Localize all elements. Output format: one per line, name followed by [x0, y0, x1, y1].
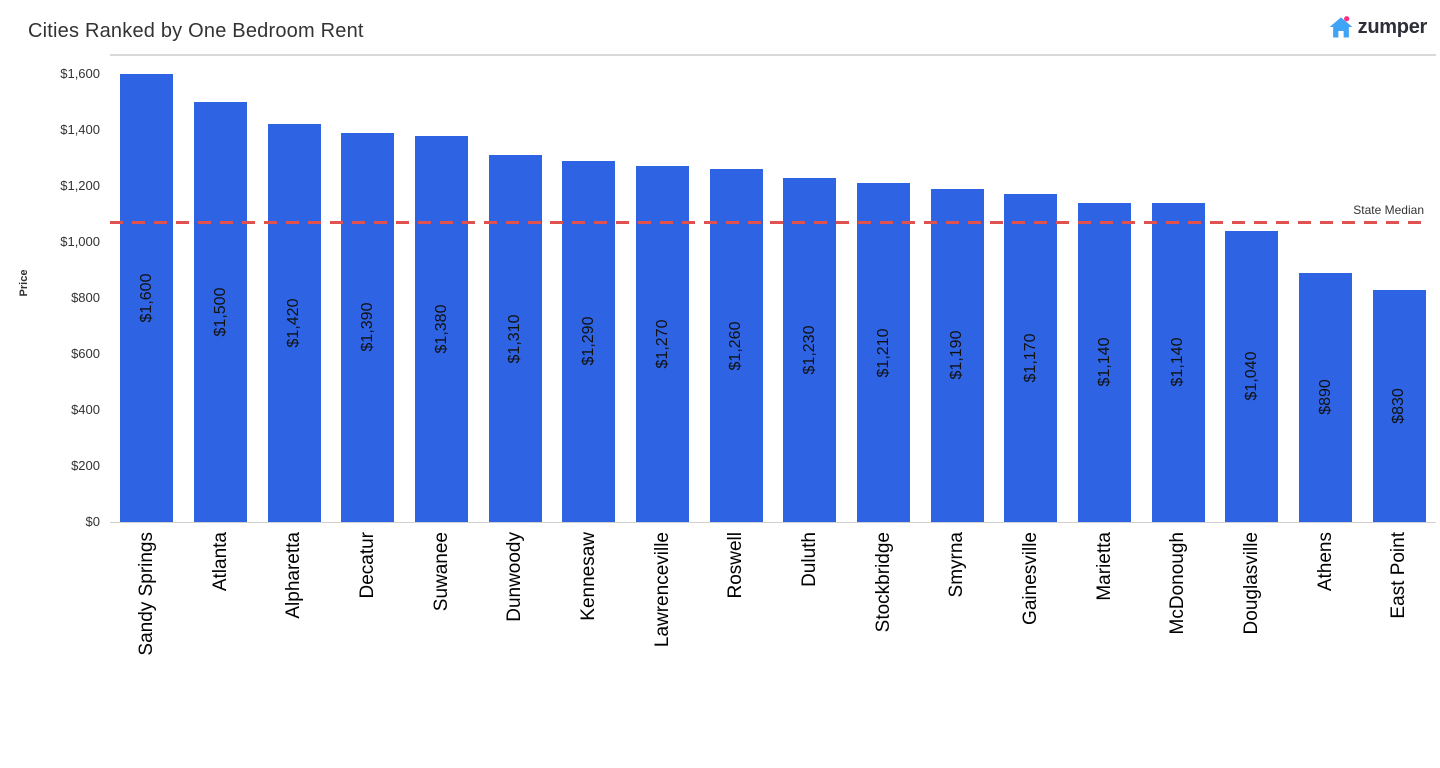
x-axis-label-lawrenceville: Lawrenceville — [651, 532, 673, 648]
bar-value-label: $1,230 — [800, 325, 818, 375]
bar-atlanta[interactable] — [194, 102, 247, 522]
bar-value-label: $1,140 — [1095, 337, 1113, 387]
state-median-line — [110, 221, 1424, 224]
x-axis-label-east-point: East Point — [1388, 532, 1410, 619]
bar-roswell[interactable] — [709, 169, 763, 522]
x-axis-label-mcdonough: McDonough — [1167, 532, 1189, 635]
bar-alpharetta[interactable] — [267, 124, 321, 522]
bar-dunwoody[interactable] — [488, 155, 542, 522]
y-tick-label: $200 — [71, 458, 100, 473]
chart-title: Cities Ranked by One Bedroom Rent — [28, 20, 364, 42]
bar-value-label: $1,380 — [432, 304, 450, 354]
bar-value-label: $1,040 — [1242, 351, 1260, 401]
bar-athens[interactable] — [1299, 272, 1352, 522]
x-axis-label-sandy-springs: Sandy Springs — [135, 532, 157, 656]
bar-marietta[interactable] — [1078, 202, 1131, 522]
header-divider — [110, 54, 1436, 56]
bar-value-label: $1,290 — [579, 316, 597, 366]
bar-stockbridge[interactable] — [857, 183, 910, 522]
bar-value-label: $1,270 — [653, 319, 671, 369]
x-axis-label-douglasville: Douglasville — [1240, 532, 1262, 635]
x-axis-label-duluth: Duluth — [798, 532, 820, 587]
bar-value-label: $1,310 — [506, 314, 524, 364]
bar-lawrenceville[interactable] — [636, 166, 689, 522]
x-axis-label-dunwoody: Dunwoody — [504, 532, 526, 622]
zumper-logo[interactable]: zumper — [1327, 13, 1427, 41]
bar-value-label: $890 — [1316, 379, 1334, 416]
bar-value-label: $1,140 — [1169, 337, 1187, 387]
bar-suwanee[interactable] — [415, 135, 468, 522]
x-axis-label-gainesville: Gainesville — [1019, 532, 1041, 625]
bar-duluth[interactable] — [783, 177, 837, 522]
y-tick-label: $1,600 — [60, 66, 100, 81]
bar-value-label: $1,210 — [874, 328, 892, 378]
zumper-logo-text: zumper — [1357, 15, 1428, 38]
bar-kennesaw[interactable] — [562, 160, 616, 522]
bar-value-label: $1,170 — [1021, 333, 1039, 383]
y-tick-label: $0 — [85, 514, 100, 529]
x-axis-label-decatur: Decatur — [356, 532, 378, 599]
y-tick-label: $1,400 — [60, 122, 100, 137]
y-tick-label: $1,200 — [60, 178, 100, 193]
x-axis-label-suwanee: Suwanee — [430, 532, 452, 612]
bar-value-label: $1,390 — [358, 302, 376, 352]
y-tick-label: $600 — [71, 346, 100, 361]
y-tick-label: $1,000 — [60, 234, 100, 249]
x-axis-label-roswell: Roswell — [725, 532, 747, 599]
x-axis-line — [110, 522, 1436, 523]
x-axis-label-athens: Athens — [1314, 532, 1336, 592]
x-axis-label-smyrna: Smyrna — [946, 532, 968, 598]
y-tick-label: $800 — [71, 290, 100, 305]
y-tick-label: $400 — [71, 402, 100, 417]
bar-sandy-springs[interactable] — [120, 74, 174, 522]
x-axis-label-kennesaw: Kennesaw — [577, 532, 599, 621]
bar-mcdonough[interactable] — [1151, 202, 1205, 522]
bar-east-point[interactable] — [1372, 289, 1426, 522]
bar-value-label: $1,500 — [211, 287, 229, 337]
x-axis-label-atlanta: Atlanta — [209, 532, 231, 592]
bar-decatur[interactable] — [341, 132, 395, 522]
bar-smyrna[interactable] — [930, 188, 984, 522]
bar-gainesville[interactable] — [1004, 194, 1058, 522]
x-axis-label-marietta: Marietta — [1093, 532, 1115, 601]
bar-value-label: $1,260 — [727, 321, 745, 371]
x-axis-label-stockbridge: Stockbridge — [872, 532, 894, 633]
bar-douglasville[interactable] — [1225, 230, 1279, 522]
bar-value-label: $1,600 — [137, 273, 155, 323]
zumper-house-icon — [1327, 13, 1355, 41]
bar-value-label: $830 — [1390, 388, 1408, 424]
x-axis-label-alpharetta: Alpharetta — [283, 532, 305, 619]
bar-value-label: $1,190 — [948, 330, 966, 380]
state-median-label: State Median — [1353, 203, 1424, 217]
bar-value-label: $1,420 — [285, 298, 303, 348]
